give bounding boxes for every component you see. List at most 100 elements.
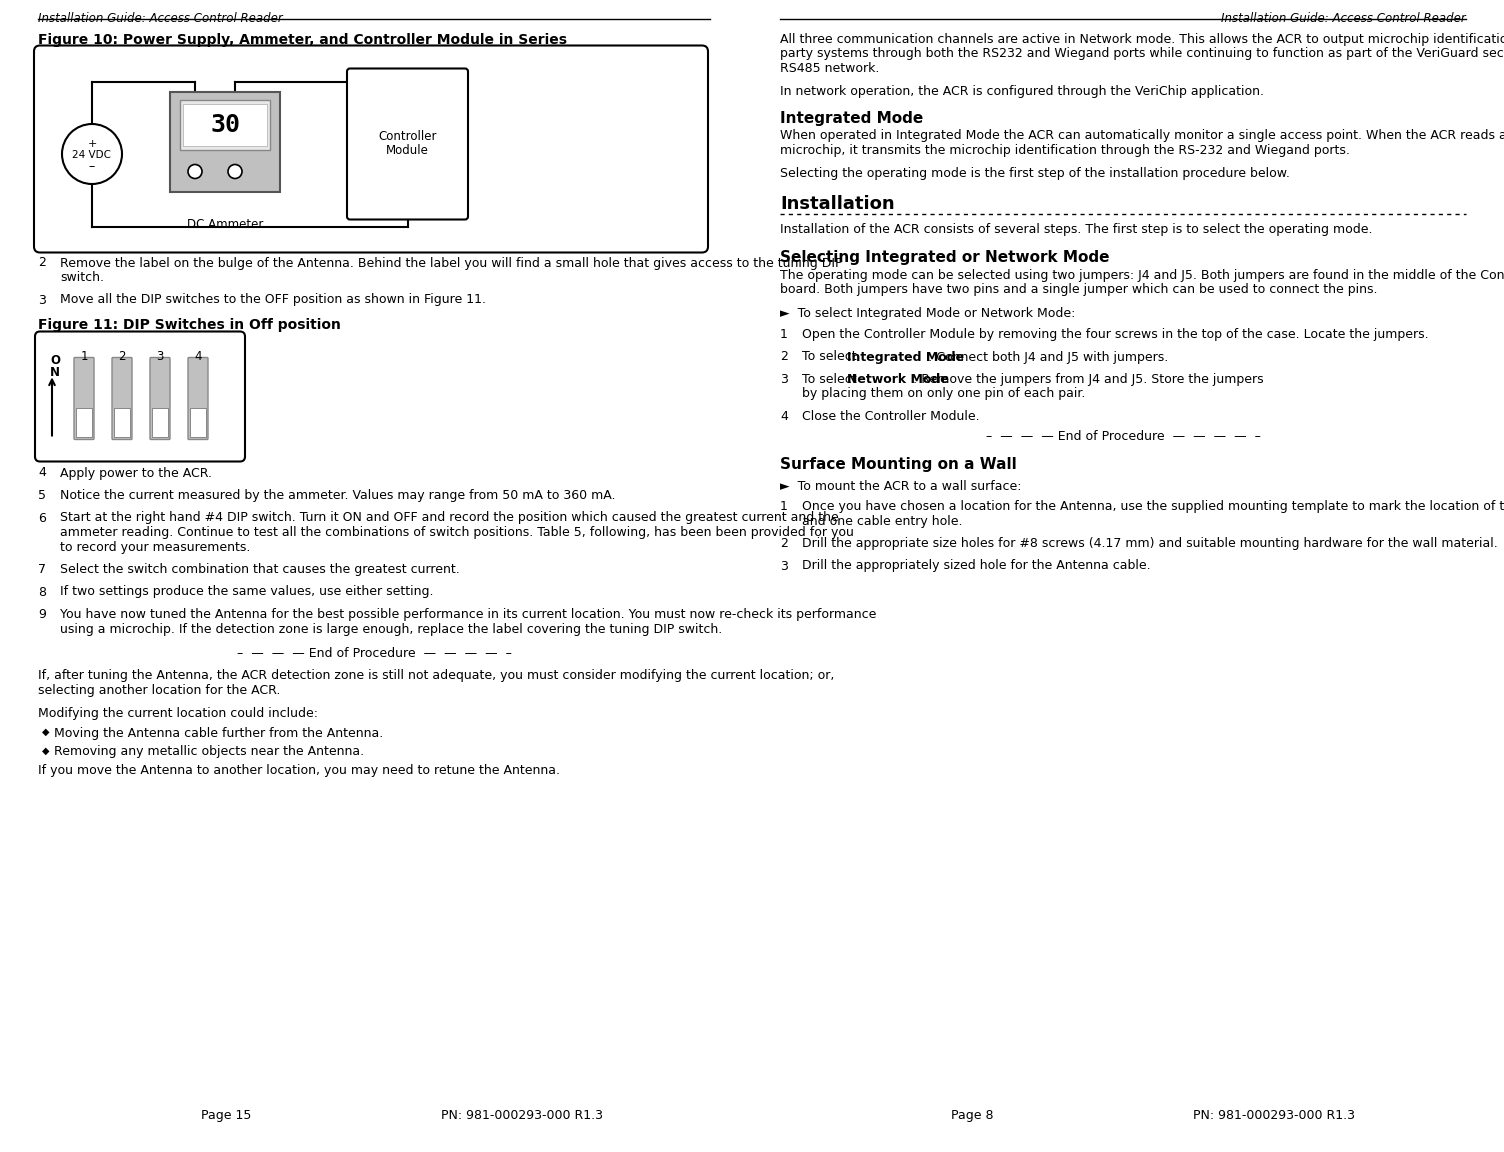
Text: Notice the current measured by the ammeter. Values may range from 50 mA to 360 m: Notice the current measured by the ammet… xyxy=(60,488,615,502)
Text: Surface Mounting on a Wall: Surface Mounting on a Wall xyxy=(781,457,1017,472)
Text: Drill the appropriately sized hole for the Antenna cable.: Drill the appropriately sized hole for t… xyxy=(802,560,1151,573)
Text: Selecting the operating mode is the first step of the installation procedure bel: Selecting the operating mode is the firs… xyxy=(781,167,1290,180)
Text: If you move the Antenna to another location, you may need to retune the Antenna.: If you move the Antenna to another locat… xyxy=(38,764,559,776)
Text: 3: 3 xyxy=(156,350,164,364)
Text: Start at the right hand #4 DIP switch. Turn it ON and OFF and record the positio: Start at the right hand #4 DIP switch. T… xyxy=(60,511,839,524)
Text: To select: To select xyxy=(802,350,860,364)
Text: 2: 2 xyxy=(38,257,47,270)
Text: Controller: Controller xyxy=(378,129,436,143)
Text: Installation Guide: Access Control Reader: Installation Guide: Access Control Reade… xyxy=(1221,12,1466,25)
FancyBboxPatch shape xyxy=(111,357,132,440)
Text: selecting another location for the ACR.: selecting another location for the ACR. xyxy=(38,684,280,697)
Text: 1: 1 xyxy=(781,328,788,341)
Circle shape xyxy=(229,165,242,179)
Text: by placing them on only one pin of each pair.: by placing them on only one pin of each … xyxy=(802,387,1086,401)
FancyBboxPatch shape xyxy=(183,104,268,145)
Text: Move all the DIP switches to the OFF position as shown in Figure 11.: Move all the DIP switches to the OFF pos… xyxy=(60,294,486,306)
Text: 2: 2 xyxy=(781,350,788,364)
Text: Page 15: Page 15 xyxy=(202,1109,251,1122)
Text: 7: 7 xyxy=(38,563,47,576)
Text: Network Mode: Network Mode xyxy=(847,373,949,386)
Text: microchip, it transmits the microchip identification through the RS-232 and Wieg: microchip, it transmits the microchip id… xyxy=(781,144,1351,157)
Text: switch.: switch. xyxy=(60,271,104,285)
Text: Apply power to the ACR.: Apply power to the ACR. xyxy=(60,467,212,479)
Text: To select: To select xyxy=(802,373,860,386)
Text: In network operation, the ACR is configured through the VeriChip application.: In network operation, the ACR is configu… xyxy=(781,84,1263,98)
Text: Select the switch combination that causes the greatest current.: Select the switch combination that cause… xyxy=(60,563,460,576)
Text: 4: 4 xyxy=(781,410,788,423)
Text: –  —  —  — End of Procedure  —  —  —  —  –: – — — — End of Procedure — — — — – xyxy=(985,431,1260,444)
Text: Open the Controller Module by removing the four screws in the top of the case. L: Open the Controller Module by removing t… xyxy=(802,328,1429,341)
Text: 2: 2 xyxy=(781,537,788,550)
Text: Figure 11: DIP Switches in Off position: Figure 11: DIP Switches in Off position xyxy=(38,318,341,332)
Text: 9: 9 xyxy=(38,608,47,621)
Text: O: O xyxy=(50,355,60,367)
Text: Remove the label on the bulge of the Antenna. Behind the label you will find a s: Remove the label on the bulge of the Ant… xyxy=(60,257,842,270)
Text: ammeter reading. Continue to test all the combinations of switch positions. Tabl: ammeter reading. Continue to test all th… xyxy=(60,526,854,539)
Text: to record your measurements.: to record your measurements. xyxy=(60,540,250,553)
Text: ◆: ◆ xyxy=(42,745,50,756)
Text: Close the Controller Module.: Close the Controller Module. xyxy=(802,410,979,423)
Text: Module: Module xyxy=(387,144,429,158)
Text: RS485 network.: RS485 network. xyxy=(781,62,880,75)
Text: The operating mode can be selected using two jumpers: J4 and J5. Both jumpers ar: The operating mode can be selected using… xyxy=(781,268,1504,281)
Text: PN: 981-000293-000 R1.3: PN: 981-000293-000 R1.3 xyxy=(441,1109,603,1122)
Text: When operated in Integrated Mode the ACR can automatically monitor a single acce: When operated in Integrated Mode the ACR… xyxy=(781,129,1504,143)
Text: 3: 3 xyxy=(38,294,47,306)
FancyBboxPatch shape xyxy=(188,357,208,440)
Text: using a microchip. If the detection zone is large enough, replace the label cove: using a microchip. If the detection zone… xyxy=(60,622,722,636)
Text: –  —  —  — End of Procedure  —  —  —  —  –: – — — — End of Procedure — — — — – xyxy=(236,647,511,660)
Text: Modifying the current location could include:: Modifying the current location could inc… xyxy=(38,706,317,720)
Text: 1: 1 xyxy=(80,350,87,364)
Text: If, after tuning the Antenna, the ACR detection zone is still not adequate, you : If, after tuning the Antenna, the ACR de… xyxy=(38,669,835,682)
Text: Once you have chosen a location for the Antenna, use the supplied mounting templ: Once you have chosen a location for the … xyxy=(802,500,1504,513)
Text: Selecting Integrated or Network Mode: Selecting Integrated or Network Mode xyxy=(781,250,1110,265)
Text: 8: 8 xyxy=(38,585,47,599)
Text: : Remove the jumpers from J4 and J5. Store the jumpers: : Remove the jumpers from J4 and J5. Sto… xyxy=(913,373,1263,386)
Text: 3: 3 xyxy=(781,560,788,573)
Text: –: – xyxy=(89,160,95,174)
Text: ►  To select Integrated Mode or Network Mode:: ► To select Integrated Mode or Network M… xyxy=(781,308,1075,320)
Text: N: N xyxy=(50,366,60,379)
Text: 24 VDC: 24 VDC xyxy=(72,150,111,160)
FancyBboxPatch shape xyxy=(347,68,468,220)
Text: Page 8: Page 8 xyxy=(951,1109,993,1122)
Text: Integrated Mode: Integrated Mode xyxy=(781,111,923,126)
Text: Figure 10: Power Supply, Ammeter, and Controller Module in Series: Figure 10: Power Supply, Ammeter, and Co… xyxy=(38,33,567,47)
Text: : Connect both J4 and J5 with jumpers.: : Connect both J4 and J5 with jumpers. xyxy=(928,350,1169,364)
FancyBboxPatch shape xyxy=(35,332,245,462)
FancyBboxPatch shape xyxy=(152,408,168,437)
FancyBboxPatch shape xyxy=(150,357,170,440)
Text: party systems through both the RS232 and Wiegand ports while continuing to funct: party systems through both the RS232 and… xyxy=(781,47,1504,61)
Text: ◆: ◆ xyxy=(42,727,50,737)
FancyBboxPatch shape xyxy=(35,45,708,252)
Text: 1: 1 xyxy=(781,500,788,513)
Text: board. Both jumpers have two pins and a single jumper which can be used to conne: board. Both jumpers have two pins and a … xyxy=(781,283,1378,296)
Text: Installation: Installation xyxy=(781,195,895,213)
Text: 3: 3 xyxy=(781,373,788,386)
Text: All three communication channels are active in Network mode. This allows the ACR: All three communication channels are act… xyxy=(781,33,1504,46)
Text: Moving the Antenna cable further from the Antenna.: Moving the Antenna cable further from th… xyxy=(54,727,384,740)
Text: Installation Guide: Access Control Reader: Installation Guide: Access Control Reade… xyxy=(38,12,283,25)
Text: You have now tuned the Antenna for the best possible performance in its current : You have now tuned the Antenna for the b… xyxy=(60,608,877,621)
FancyBboxPatch shape xyxy=(190,408,206,437)
Text: Drill the appropriate size holes for #8 screws (4.17 mm) and suitable mounting h: Drill the appropriate size holes for #8 … xyxy=(802,537,1498,550)
FancyBboxPatch shape xyxy=(74,357,93,440)
Text: 2: 2 xyxy=(119,350,126,364)
Text: ►  To mount the ACR to a wall surface:: ► To mount the ACR to a wall surface: xyxy=(781,479,1021,493)
Text: and one cable entry hole.: and one cable entry hole. xyxy=(802,515,963,528)
FancyBboxPatch shape xyxy=(180,99,271,150)
FancyBboxPatch shape xyxy=(77,408,92,437)
Text: Removing any metallic objects near the Antenna.: Removing any metallic objects near the A… xyxy=(54,745,364,758)
Text: 5: 5 xyxy=(38,488,47,502)
Text: +: + xyxy=(87,139,96,149)
Circle shape xyxy=(188,165,202,179)
Text: 4: 4 xyxy=(38,467,47,479)
Text: 30: 30 xyxy=(211,113,241,136)
FancyBboxPatch shape xyxy=(114,408,129,437)
Text: 4: 4 xyxy=(194,350,202,364)
Text: If two settings produce the same values, use either setting.: If two settings produce the same values,… xyxy=(60,585,433,599)
FancyBboxPatch shape xyxy=(170,91,280,191)
Text: DC Ammeter: DC Ammeter xyxy=(186,219,263,232)
Text: Integrated Mode: Integrated Mode xyxy=(847,350,964,364)
